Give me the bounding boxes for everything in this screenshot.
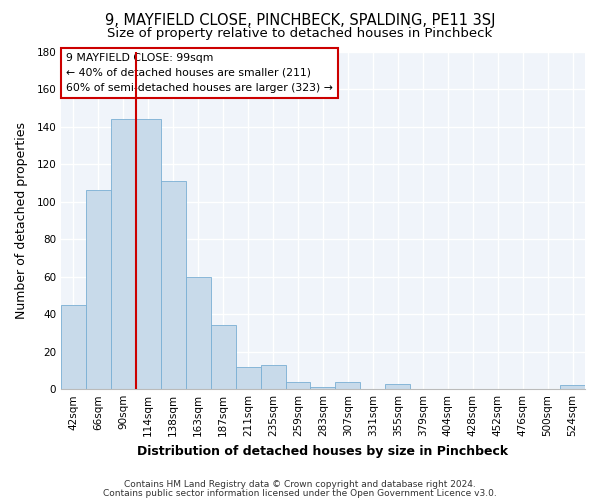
Bar xyxy=(236,366,260,389)
Bar xyxy=(310,388,335,389)
Bar xyxy=(260,365,286,389)
X-axis label: Distribution of detached houses by size in Pinchbeck: Distribution of detached houses by size … xyxy=(137,444,509,458)
Text: Size of property relative to detached houses in Pinchbeck: Size of property relative to detached ho… xyxy=(107,28,493,40)
Text: Contains public sector information licensed under the Open Government Licence v3: Contains public sector information licen… xyxy=(103,488,497,498)
Bar xyxy=(111,119,136,389)
Text: 9, MAYFIELD CLOSE, PINCHBECK, SPALDING, PE11 3SJ: 9, MAYFIELD CLOSE, PINCHBECK, SPALDING, … xyxy=(105,12,495,28)
Bar xyxy=(86,190,111,389)
Bar xyxy=(385,384,410,389)
Y-axis label: Number of detached properties: Number of detached properties xyxy=(15,122,28,319)
Bar xyxy=(186,276,211,389)
Bar xyxy=(61,305,86,389)
Bar xyxy=(286,382,310,389)
Bar xyxy=(161,181,186,389)
Bar xyxy=(335,382,361,389)
Bar xyxy=(211,326,236,389)
Text: Contains HM Land Registry data © Crown copyright and database right 2024.: Contains HM Land Registry data © Crown c… xyxy=(124,480,476,489)
Bar xyxy=(136,119,161,389)
Bar xyxy=(560,386,585,389)
Text: 9 MAYFIELD CLOSE: 99sqm
← 40% of detached houses are smaller (211)
60% of semi-d: 9 MAYFIELD CLOSE: 99sqm ← 40% of detache… xyxy=(66,53,333,93)
